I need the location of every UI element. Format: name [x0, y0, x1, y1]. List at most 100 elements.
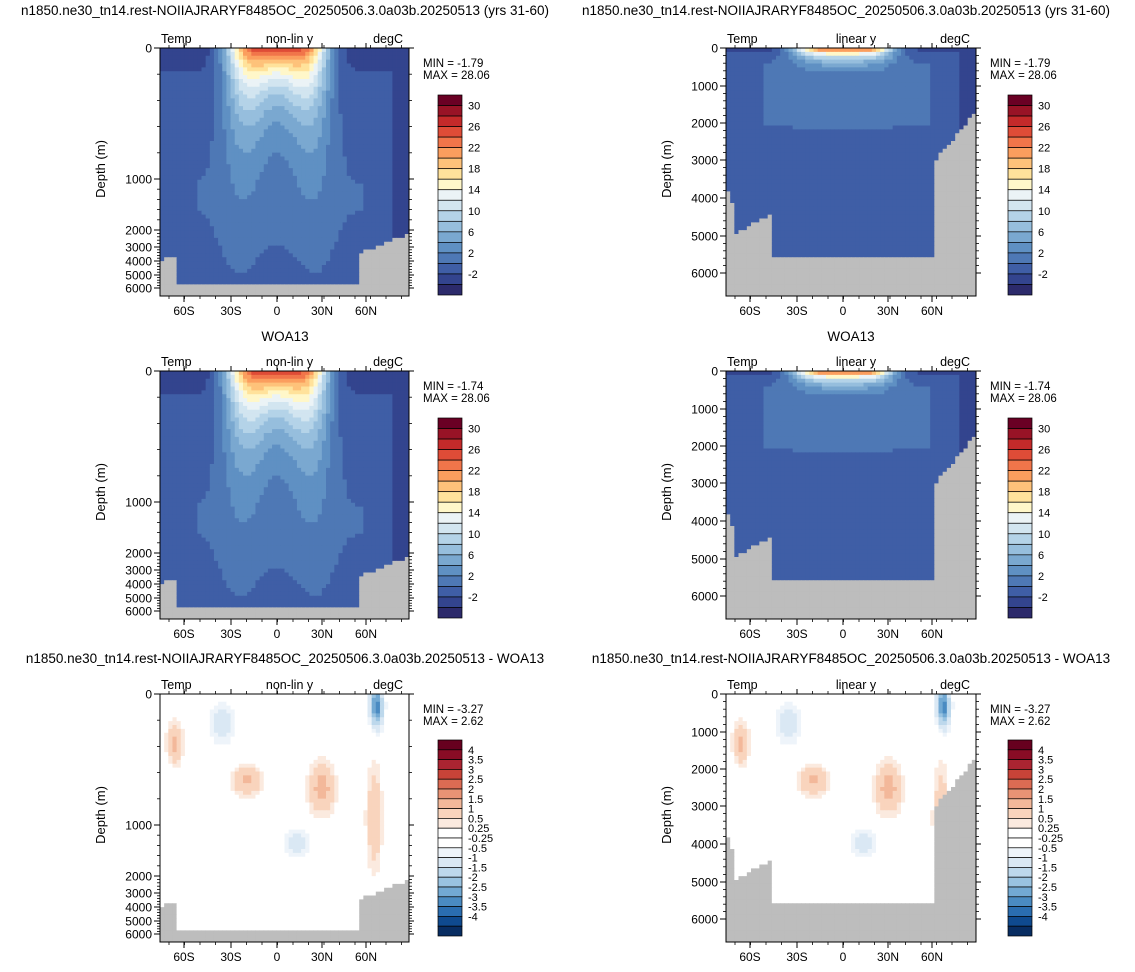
heatmap-cell — [334, 51, 339, 57]
heatmap-cell — [330, 79, 335, 84]
heatmap-cell — [234, 265, 240, 270]
heatmap-cell — [309, 261, 314, 266]
heatmap-cell — [172, 276, 177, 281]
heatmap-cell — [809, 51, 814, 57]
heatmap-cell — [334, 110, 339, 115]
heatmap-cell — [792, 55, 798, 61]
heatmap-cell — [400, 71, 406, 76]
heatmap-cell — [330, 129, 335, 134]
heatmap-cell — [888, 86, 894, 92]
heatmap-cell — [913, 82, 919, 88]
heatmap-cell — [942, 59, 948, 64]
heatmap-cell — [392, 148, 397, 154]
heatmap-cell — [759, 67, 764, 72]
heatmap-cell — [392, 234, 397, 239]
heatmap-cell — [905, 71, 910, 76]
heatmap-cell — [193, 172, 198, 177]
heatmap-cell — [355, 51, 360, 57]
heatmap-cell — [326, 160, 331, 165]
heatmap-cell — [834, 71, 839, 76]
heatmap-cell — [317, 137, 323, 142]
heatmap-cell — [934, 94, 939, 99]
heatmap-cell — [251, 199, 256, 204]
heatmap-cell — [276, 98, 281, 103]
heatmap-cell — [763, 86, 769, 92]
colorbar-box — [437, 136, 463, 148]
heatmap-cell — [901, 48, 906, 53]
heatmap-cell — [184, 203, 190, 208]
heatmap-cell — [247, 265, 252, 270]
heatmap-cell — [213, 257, 219, 262]
heatmap-cell — [859, 102, 864, 107]
heatmap-cell — [742, 98, 748, 103]
heatmap-cell — [209, 276, 215, 281]
heatmap-cell — [222, 288, 227, 293]
heatmap-cell — [218, 148, 223, 154]
heatmap-cell — [384, 249, 389, 254]
heatmap-cell — [263, 113, 269, 119]
heatmap-cell — [742, 110, 748, 115]
heatmap-cell — [959, 82, 964, 88]
heatmap-cell — [934, 48, 939, 53]
heatmap-cell — [367, 203, 373, 208]
heatmap-cell — [222, 272, 227, 278]
heatmap-cell — [288, 156, 294, 161]
heatmap-cell — [288, 218, 294, 223]
colorbar-box — [437, 273, 463, 285]
heatmap-cell — [209, 237, 215, 243]
heatmap-cell — [234, 230, 240, 235]
heatmap-cell — [197, 51, 202, 57]
heatmap-cell — [355, 226, 360, 231]
heatmap-cell — [259, 199, 265, 204]
heatmap-cell — [255, 113, 260, 119]
heatmap-cell — [226, 144, 231, 150]
heatmap-cell — [180, 98, 186, 103]
heatmap-cell — [226, 121, 231, 126]
heatmap-cell — [784, 48, 789, 53]
heatmap-cell — [296, 137, 302, 142]
heatmap-cell — [180, 168, 186, 173]
heatmap-cell — [892, 63, 898, 68]
heatmap-cell — [296, 98, 302, 103]
heatmap-cell — [222, 75, 227, 80]
heatmap-cell — [346, 234, 352, 239]
heatmap-cell — [767, 82, 773, 88]
heatmap-cell — [930, 106, 935, 111]
heatmap-cell — [309, 222, 314, 227]
heatmap-cell — [350, 164, 356, 169]
heatmap-cell — [780, 94, 785, 99]
heatmap-cell — [313, 59, 319, 64]
heatmap-cell — [334, 48, 339, 53]
heatmap-cell — [392, 59, 397, 64]
heatmap-cell — [309, 67, 314, 72]
heatmap-cell — [338, 59, 343, 64]
heatmap-cell — [392, 106, 397, 111]
heatmap-cell — [884, 71, 889, 76]
heatmap-cell — [817, 67, 823, 72]
heatmap-cell — [801, 79, 806, 84]
heatmap-cell — [350, 148, 356, 154]
heatmap-cell — [400, 144, 406, 150]
heatmap-cell — [392, 199, 397, 204]
heatmap-cell — [184, 86, 190, 92]
heatmap-cell — [375, 234, 381, 239]
heatmap-cell — [363, 172, 368, 177]
heatmap-cell — [251, 210, 256, 216]
heatmap-cell — [222, 148, 227, 154]
heatmap-cell — [243, 187, 248, 192]
heatmap-cell — [759, 102, 764, 107]
heatmap-cell — [189, 237, 194, 243]
heatmap-cell — [350, 168, 356, 173]
heatmap-cell — [193, 237, 198, 243]
heatmap-cell — [326, 71, 331, 76]
heatmap-cell — [263, 218, 269, 223]
heatmap-cell — [305, 276, 310, 281]
heatmap-cell — [209, 183, 215, 188]
heatmap-cell — [404, 257, 410, 262]
heatmap-cell — [388, 152, 393, 157]
heatmap-cell — [189, 191, 194, 196]
heatmap-cell — [371, 214, 377, 219]
heatmap-cell — [350, 222, 356, 227]
heatmap-cell — [234, 272, 240, 278]
heatmap-cell — [180, 137, 186, 142]
